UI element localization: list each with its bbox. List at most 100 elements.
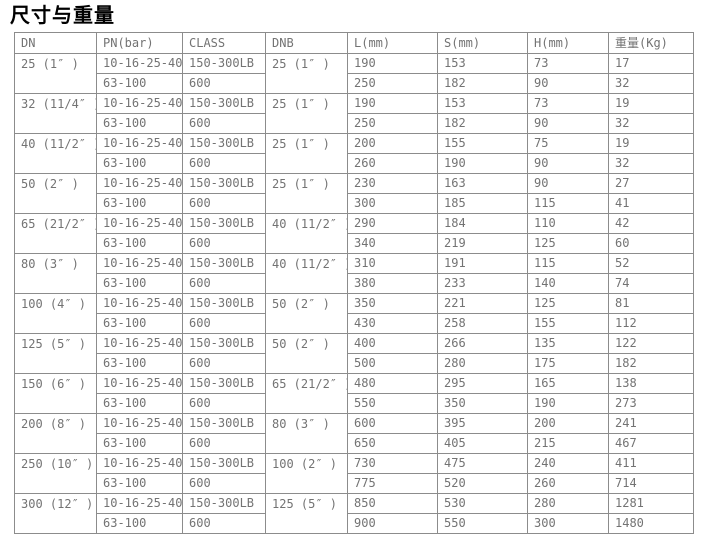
dimensions-weight-table: DN PN(bar) CLASS DNB L(mm) S(mm) H(mm) 重… [14,32,694,534]
class-cell: 150-300LB [182,373,266,394]
s-cell: 520 [437,473,528,494]
class-cell: 150-300LB [182,333,266,354]
pn-cell: 63-100 [96,193,183,214]
s-cell: 153 [437,53,528,74]
table-row: 250 (10″ ) 10-16-25-40 150-300LB 100 (2″ ) 7… [14,453,694,494]
s-cell: 233 [437,273,528,294]
table-header-row: DN PN(bar) CLASS DNB L(mm) S(mm) H(mm) 重… [14,32,694,54]
dnb-cell: 100 (2″ ) [265,453,348,494]
h-cell: 90 [527,153,609,174]
dn-cell: 125 (5″ ) [14,333,97,374]
pn-cell: 63-100 [96,353,183,374]
weight-cell: 27 [608,173,694,194]
dnb-cell: 125 (5″ ) [265,493,348,534]
column-header-dnb: DNB [265,32,348,54]
l-cell: 250 [347,73,438,94]
pn-cell: 63-100 [96,73,183,94]
h-cell: 240 [527,453,609,474]
s-cell: 185 [437,193,528,214]
h-cell: 165 [527,373,609,394]
weight-cell: 1480 [608,513,694,534]
weight-cell: 182 [608,353,694,374]
weight-cell: 411 [608,453,694,474]
table-row: 63-100 600 300 185 115 41 [15,193,694,214]
weight-cell: 19 [608,133,694,154]
class-cell: 600 [182,73,266,94]
pn-cell: 63-100 [96,153,183,174]
pn-cell: 10-16-25-40 [96,413,183,434]
table-row: 63-100 600 550 350 190 273 [15,393,694,414]
table-row: 63-100 600 250 182 90 32 [15,113,694,134]
l-cell: 900 [347,513,438,534]
h-cell: 73 [527,93,609,114]
s-cell: 221 [437,293,528,314]
pn-cell: 10-16-25-40 [96,213,183,234]
class-cell: 600 [182,473,266,494]
column-header-dn: DN [14,32,97,54]
class-cell: 600 [182,233,266,254]
column-header-class: CLASS [182,32,266,54]
s-cell: 163 [437,173,528,194]
l-cell: 380 [347,273,438,294]
dnb-cell: 25 (1″ ) [265,173,348,214]
dn-cell: 150 (6″ ) [14,373,97,414]
table-row: 25 (1″ ) 10-16-25-40 150-300LB 25 (1″ ) 190 1… [14,53,694,94]
l-cell: 290 [347,213,438,234]
dn-cell: 100 (4″ ) [14,293,97,334]
h-cell: 190 [527,393,609,414]
l-cell: 850 [347,493,438,514]
table-row: 80 (3″ ) 10-16-25-40 150-300LB 40 (11/2″ ) 3… [14,253,694,294]
dnb-cell: 25 (1″ ) [265,133,348,174]
class-cell: 150-300LB [182,53,266,74]
pn-cell: 10-16-25-40 [96,373,183,394]
weight-cell: 74 [608,273,694,294]
dn-cell: 250 (10″ ) [14,453,97,494]
s-cell: 258 [437,313,528,334]
h-cell: 90 [527,113,609,134]
dn-cell: 40 (11/2″ ) [14,133,97,174]
dn-cell: 65 (21/2″ ) [14,213,97,254]
table-row: 63-100 600 650 405 215 467 [15,433,694,454]
l-cell: 480 [347,373,438,394]
class-cell: 150-300LB [182,453,266,474]
l-cell: 310 [347,253,438,274]
table-row: 32 (11/4″ ) 10-16-25-40 150-300LB 25 (1″ ) 1… [14,93,694,134]
table-row: 65 (21/2″ ) 10-16-25-40 150-300LB 40 (11/2″… [14,213,694,254]
weight-cell: 138 [608,373,694,394]
pn-cell: 10-16-25-40 [96,453,183,474]
class-cell: 600 [182,393,266,414]
weight-cell: 273 [608,393,694,414]
s-cell: 182 [437,73,528,94]
class-cell: 600 [182,193,266,214]
s-cell: 280 [437,353,528,374]
table-row: 63-100 600 380 233 140 74 [15,273,694,294]
l-cell: 230 [347,173,438,194]
class-cell: 600 [182,433,266,454]
s-cell: 350 [437,393,528,414]
class-cell: 150-300LB [182,413,266,434]
s-cell: 395 [437,413,528,434]
column-header-h: H(mm) [527,32,609,54]
l-cell: 250 [347,113,438,134]
table-row: 50 (2″ ) 10-16-25-40 150-300LB 25 (1″ ) 230 1… [14,173,694,214]
class-cell: 150-300LB [182,293,266,314]
table-row: 63-100 600 775 520 260 714 [15,473,694,494]
dn-cell: 32 (11/4″ ) [14,93,97,134]
pn-cell: 63-100 [96,433,183,454]
class-cell: 150-300LB [182,493,266,514]
pn-cell: 63-100 [96,513,183,534]
h-cell: 75 [527,133,609,154]
weight-cell: 42 [608,213,694,234]
table-row: 63-100 600 340 219 125 60 [15,233,694,254]
table-row: 63-100 600 500 280 175 182 [15,353,694,374]
page-title: 尺寸与重量 [10,5,115,27]
h-cell: 140 [527,273,609,294]
table-row: 40 (11/2″ ) 10-16-25-40 150-300LB 25 (1″ ) 2… [14,133,694,174]
pn-cell: 10-16-25-40 [96,53,183,74]
h-cell: 175 [527,353,609,374]
class-cell: 150-300LB [182,93,266,114]
column-header-s: S(mm) [437,32,528,54]
pn-cell: 10-16-25-40 [96,173,183,194]
class-cell: 600 [182,353,266,374]
